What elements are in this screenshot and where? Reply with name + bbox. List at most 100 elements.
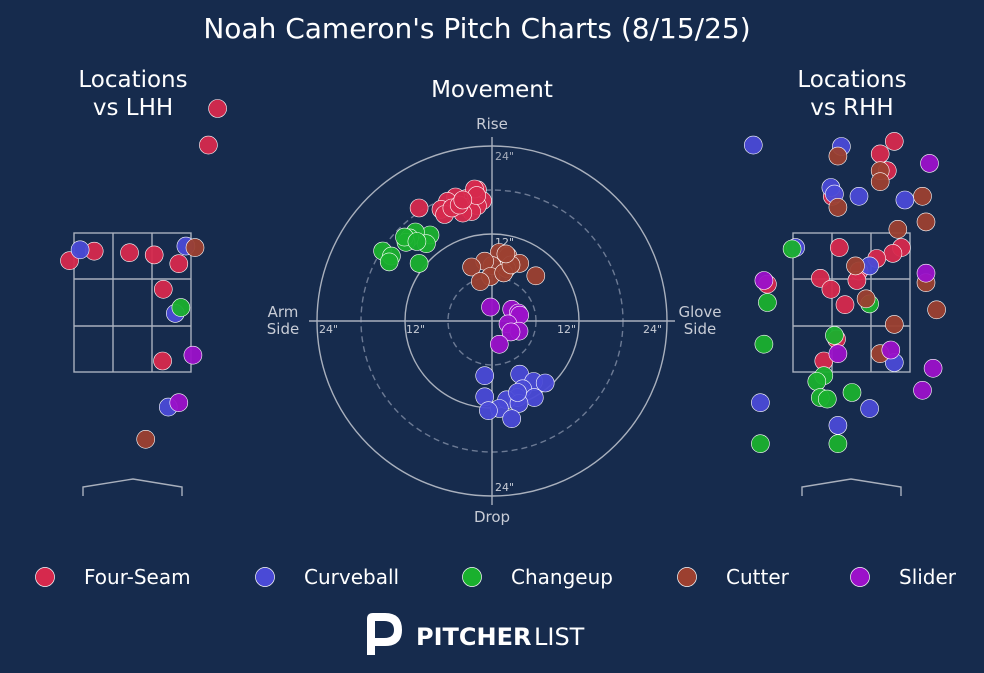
- movement-point-changeup-25: [407, 232, 427, 251]
- lhh-point-slider-16: [183, 345, 203, 365]
- rhh-point-changeup-39: [828, 434, 848, 454]
- rhh-point-cutter-43: [913, 187, 932, 206]
- lhh-point-changeup-13: [171, 298, 191, 317]
- movement-point-slider-50: [489, 334, 509, 354]
- rhh-point-four-seam-4: [829, 238, 849, 257]
- ring-label-left-12: 12": [406, 323, 425, 336]
- rhh-point-cutter-44: [828, 198, 848, 217]
- rhh-point-curveball-25: [751, 393, 770, 413]
- rhh-home-plate: [801, 478, 902, 496]
- rhh-point-curveball-16: [743, 135, 763, 155]
- rhh-point-curveball-21: [895, 190, 915, 210]
- legend-item-slider: Slider: [850, 565, 957, 589]
- movement-point-cutter-38: [462, 257, 481, 277]
- rhh-point-cutter-47: [846, 256, 865, 276]
- legend-label-curveball: Curveball: [304, 565, 399, 589]
- lhh-point-four-seam-1: [199, 135, 218, 155]
- rhh-point-changeup-29: [758, 293, 777, 312]
- rhh-point-four-seam-0: [884, 132, 904, 151]
- rhh-point-changeup-38: [751, 434, 770, 454]
- ring-label-right-12: 12": [557, 323, 576, 336]
- rhh-point-cutter-42: [870, 172, 890, 191]
- lhh-point-four-seam-8: [153, 351, 172, 371]
- legend-label-slider: Slider: [899, 565, 957, 589]
- rhh-point-slider-57: [828, 344, 848, 364]
- movement-grid: [309, 137, 675, 505]
- rhh-point-slider-53: [920, 154, 939, 173]
- movement-axis-drop: Drop: [474, 508, 510, 526]
- rhh-point-changeup-34: [807, 372, 827, 391]
- lhh-point-four-seam-7: [154, 279, 173, 299]
- movement-axis-arm-line1: Arm: [268, 303, 299, 321]
- rhh-point-four-seam-12: [821, 279, 841, 299]
- movement-point-cutter-40: [526, 266, 546, 286]
- pitcherlist-logo-icon: [367, 613, 402, 655]
- legend-marker-curveball: [255, 567, 275, 587]
- legend-marker-changeup: [462, 567, 482, 587]
- movement-axis-rise: Rise: [476, 115, 508, 133]
- legend-item-curveball: Curveball: [255, 565, 399, 589]
- movement-point-changeup-29: [409, 254, 429, 273]
- rhh-point-four-seam-13: [835, 295, 855, 315]
- lhh-title-line1: Locations: [78, 67, 187, 93]
- lhh-point-four-seam-4: [144, 245, 164, 265]
- ring-label-top-24: 24": [495, 150, 514, 163]
- movement-point-curveball-62: [479, 401, 498, 421]
- movement-point-four-seam-15: [409, 198, 429, 218]
- legend-marker-four-seam: [35, 567, 55, 587]
- rhh-point-changeup-32: [825, 326, 844, 345]
- rhh-point-curveball-26: [860, 399, 879, 418]
- rhh-point-slider-54: [754, 271, 774, 290]
- rhh-point-slider-56: [881, 340, 901, 360]
- legend-marker-slider: [850, 567, 870, 587]
- rhh-point-slider-59: [913, 380, 932, 400]
- movement-point-curveball-63: [502, 409, 522, 429]
- rhh-point-slider-58: [923, 358, 943, 378]
- lhh-point-four-seam-6: [169, 254, 189, 274]
- pitcherlist-logo-text-light: LIST: [534, 623, 585, 651]
- movement-axis-glove-line1: Glove: [678, 303, 721, 321]
- lhh-point-cutter-14: [185, 238, 205, 257]
- pitcherlist-logo-text-bold: PITCHER: [416, 623, 531, 651]
- rhh-point-cutter-49: [856, 289, 876, 309]
- legend-marker-cutter: [677, 567, 697, 587]
- legend-label-changeup: Changeup: [511, 565, 613, 589]
- movement-point-slider-49: [501, 322, 521, 342]
- rhh-point-curveball-20: [849, 187, 869, 206]
- lhh-home-plate: [82, 478, 183, 496]
- rhh-point-cutter-50: [927, 300, 946, 320]
- rhh-pitch-points: [743, 132, 946, 454]
- rhh-point-changeup-30: [754, 334, 774, 354]
- rhh-point-changeup-37: [817, 389, 837, 409]
- movement-point-slider-43: [481, 297, 500, 317]
- rhh-point-four-seam-6: [883, 244, 903, 263]
- movement-point-four-seam-18: [453, 190, 473, 210]
- ring-label-right-24: 24": [643, 323, 662, 336]
- legend-item-four-seam: Four-Seam: [35, 565, 191, 589]
- rhh-point-cutter-51: [884, 315, 904, 334]
- movement-axis-arm-line2: Side: [267, 320, 299, 338]
- legend-label-four-seam: Four-Seam: [84, 565, 191, 589]
- figure-title: Noah Cameron's Pitch Charts (8/15/25): [203, 12, 750, 45]
- rhh-point-slider-55: [916, 263, 936, 283]
- rhh-point-changeup-36: [842, 383, 862, 402]
- ring-label-bottom-24: 24": [495, 481, 514, 494]
- legend-label-cutter: Cutter: [726, 565, 790, 589]
- legend-item-cutter: Cutter: [677, 565, 790, 589]
- rhh-title-line2: vs RHH: [810, 95, 893, 121]
- movement-ring-labels: 24" 12" 24" 24" 12" 12" 24": [319, 150, 662, 494]
- rhh-point-cutter-46: [888, 220, 908, 239]
- rhh-title-line1: Locations: [797, 67, 906, 93]
- movement-point-curveball-64: [508, 383, 527, 402]
- rhh-point-curveball-27: [828, 416, 848, 435]
- rhh-point-four-seam-1: [870, 144, 890, 164]
- movement-point-changeup-28: [379, 252, 399, 272]
- legend-item-changeup: Changeup: [462, 565, 613, 589]
- ring-label-left-24: 24": [319, 323, 338, 336]
- lhh-point-slider-17: [169, 393, 189, 413]
- movement-pitch-points: [373, 179, 555, 429]
- lhh-point-four-seam-3: [120, 243, 139, 262]
- movement-point-curveball-51: [475, 366, 495, 386]
- movement-point-cutter-42: [496, 244, 516, 264]
